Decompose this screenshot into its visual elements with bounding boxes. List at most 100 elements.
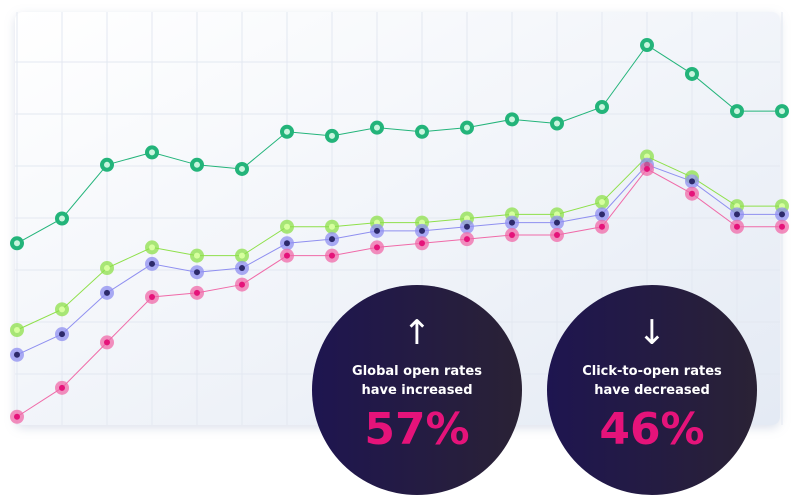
point-center	[419, 128, 425, 135]
data-point	[100, 157, 114, 172]
callout-disc	[312, 285, 522, 495]
point-center	[194, 161, 200, 168]
point-center	[734, 223, 740, 230]
data-point	[190, 248, 204, 263]
data-point	[280, 124, 294, 139]
data-point	[10, 347, 24, 362]
point-center	[284, 223, 290, 230]
data-point	[550, 116, 564, 131]
point-center	[14, 413, 20, 420]
point-center	[104, 265, 110, 272]
data-point	[145, 240, 159, 255]
data-point	[280, 248, 294, 263]
data-point	[730, 207, 744, 222]
data-point	[370, 223, 384, 238]
callout-arrow: ↓	[638, 313, 667, 353]
point-center	[239, 165, 245, 172]
data-point	[325, 128, 339, 143]
data-point	[505, 228, 519, 243]
data-point	[415, 223, 429, 238]
point-center	[14, 351, 20, 358]
point-center	[554, 219, 560, 226]
data-point	[730, 219, 744, 234]
point-center	[104, 161, 110, 168]
data-point	[685, 186, 699, 201]
point-center	[59, 215, 65, 222]
callout-text: have decreased	[594, 383, 710, 398]
callout-arrow: ↑	[403, 313, 432, 353]
point-center	[779, 211, 785, 218]
point-center	[14, 327, 20, 334]
point-center	[59, 384, 65, 391]
data-point	[460, 219, 474, 234]
data-point	[145, 145, 159, 160]
point-center	[149, 293, 155, 300]
data-point	[10, 323, 24, 338]
point-center	[464, 223, 470, 230]
data-point	[595, 194, 609, 209]
point-center	[239, 281, 245, 288]
data-point	[595, 99, 609, 114]
point-center	[734, 211, 740, 218]
point-center	[689, 190, 695, 197]
callout-text: Click-to-open rates	[582, 364, 722, 379]
point-center	[59, 306, 65, 313]
data-point	[235, 248, 249, 263]
callout-text: Global open rates	[352, 364, 482, 379]
data-point	[55, 211, 69, 226]
data-point	[100, 285, 114, 300]
data-point	[370, 240, 384, 255]
data-point	[730, 104, 744, 119]
point-center	[329, 132, 335, 139]
data-point	[190, 265, 204, 280]
point-center	[734, 108, 740, 115]
point-center	[14, 240, 20, 247]
point-center	[599, 198, 605, 205]
point-center	[374, 244, 380, 251]
data-point	[640, 161, 654, 176]
data-point	[145, 289, 159, 304]
callouts: ↑ Global open rates have increased 57% ↓ Clic…	[312, 285, 757, 495]
data-point	[685, 66, 699, 81]
callout-disc	[547, 285, 757, 495]
point-center	[239, 252, 245, 259]
series-line	[16, 168, 782, 418]
series-line	[16, 155, 782, 331]
data-point	[595, 219, 609, 234]
data-point	[100, 335, 114, 350]
data-point	[235, 277, 249, 292]
data-point	[280, 219, 294, 234]
plot	[10, 38, 789, 424]
data-point	[775, 219, 789, 234]
point-center	[509, 232, 515, 239]
point-center	[149, 244, 155, 251]
point-center	[509, 219, 515, 226]
point-center	[419, 227, 425, 234]
data-point	[640, 38, 654, 53]
point-center	[194, 289, 200, 296]
point-center	[644, 165, 650, 172]
point-center	[284, 240, 290, 247]
data-point	[325, 219, 339, 234]
point-center	[554, 120, 560, 127]
data-point	[10, 236, 24, 251]
point-center	[194, 269, 200, 276]
point-center	[599, 223, 605, 230]
data-point	[685, 174, 699, 189]
point-center	[464, 124, 470, 131]
point-center	[104, 339, 110, 346]
point-center	[329, 223, 335, 230]
callout-text: have increased	[361, 383, 472, 398]
point-center	[284, 252, 290, 259]
point-center	[59, 331, 65, 338]
data-point	[235, 261, 249, 276]
data-point	[415, 124, 429, 139]
data-point	[190, 285, 204, 300]
data-point	[100, 261, 114, 276]
point-center	[599, 211, 605, 218]
data-point	[505, 112, 519, 127]
point-center	[239, 265, 245, 272]
point-center	[149, 149, 155, 156]
point-center	[194, 252, 200, 259]
